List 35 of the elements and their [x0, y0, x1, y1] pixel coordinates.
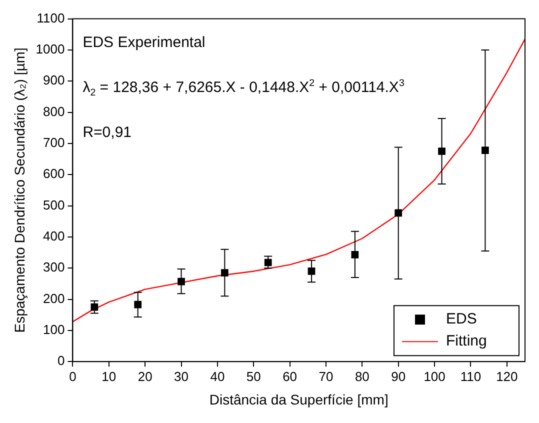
x-tick-label: 120	[496, 368, 518, 384]
y-tick-label: 700	[43, 135, 65, 150]
y-tick-label: 1000	[36, 42, 65, 57]
y-tick-label: 500	[43, 197, 65, 212]
y-tick-label: 900	[43, 72, 65, 88]
annotation: EDS Experimental	[82, 34, 206, 51]
point	[221, 269, 228, 276]
y-tick-label: 100	[43, 322, 65, 338]
x-tick-label: 30	[174, 368, 188, 384]
legend-label: Fitting	[446, 332, 487, 350]
x-tick-label: 50	[246, 368, 261, 384]
x-tick-label: 80	[354, 368, 370, 384]
y-axis-title: Espaçamento Dendrítico Secundário (λ₂) [µm]	[11, 48, 28, 333]
point	[438, 148, 446, 155]
x-tick-label: 10	[102, 368, 116, 384]
y-tick-label: 0	[57, 353, 65, 368]
x-tick-label: 20	[138, 368, 152, 384]
x-tick-label: 90	[391, 368, 406, 384]
x-tick-label: 0	[69, 368, 76, 384]
y-tick-label: 1100	[36, 10, 65, 26]
y-tick-label: 200	[43, 290, 65, 306]
y-tick-label: 300	[43, 260, 65, 275]
x-tick-label: 70	[318, 368, 334, 384]
annotation: R=0,91	[82, 124, 132, 141]
x-axis-title: Distância da Superfície [mm]	[209, 391, 388, 408]
point	[482, 146, 489, 154]
legend-label: EDS	[446, 310, 477, 328]
point	[134, 300, 142, 308]
x-tick-label: 40	[210, 368, 225, 384]
y-tick-label: 600	[43, 166, 65, 182]
x-tick-label: 60	[282, 368, 298, 384]
x-tick-label: 110	[460, 368, 482, 384]
y-tick-label: 400	[43, 228, 65, 244]
x-tick-label: 100	[424, 368, 446, 384]
y-tick-label: 800	[43, 104, 65, 119]
